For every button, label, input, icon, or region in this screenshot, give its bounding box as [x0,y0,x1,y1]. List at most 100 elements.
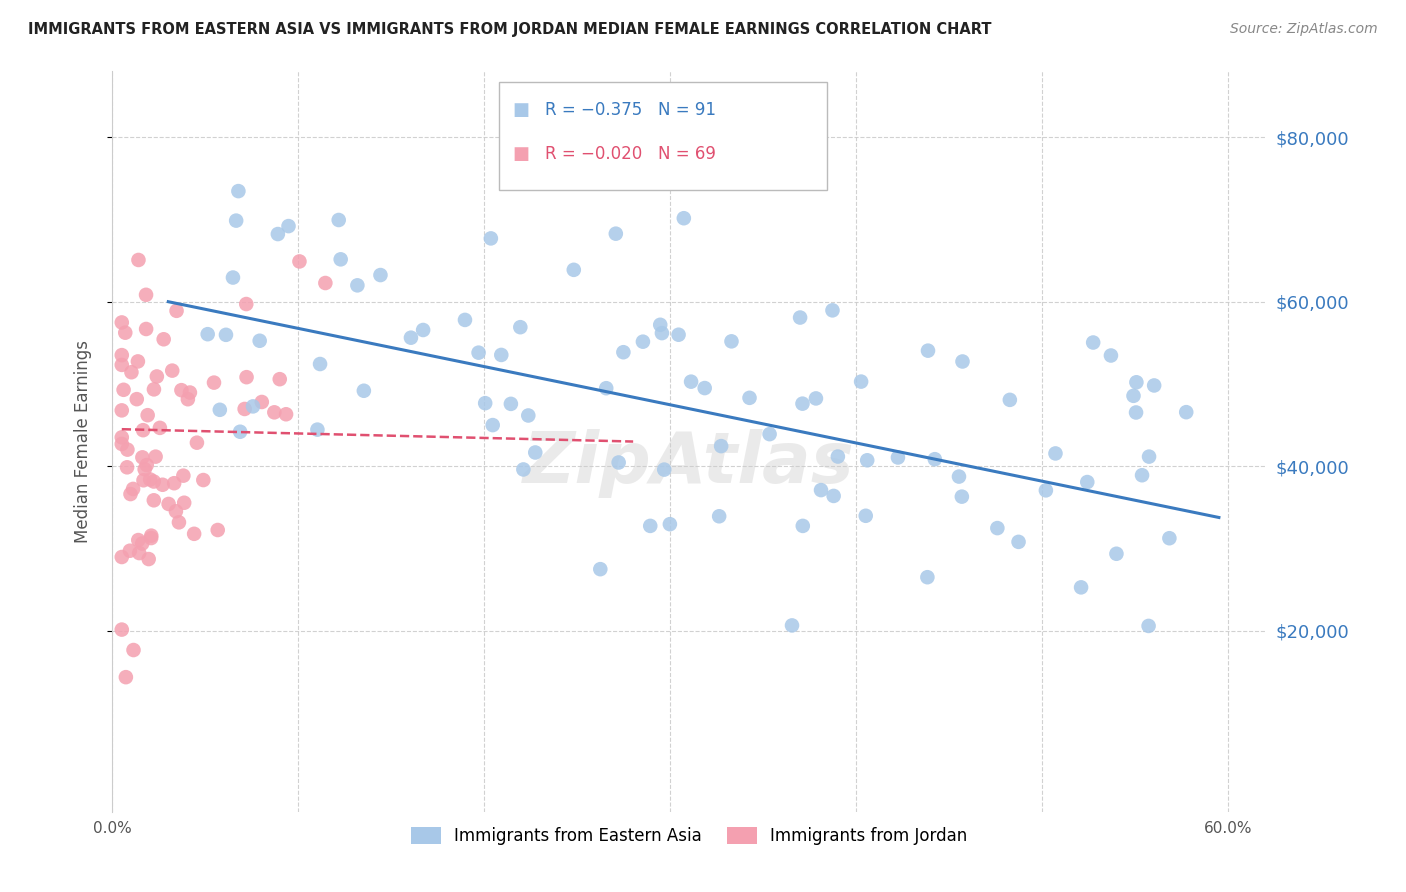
Point [346,278,368,293]
Point [277,219,299,233]
Point [114,326,136,340]
Point [157,497,180,511]
Point [149,421,172,435]
Point [269,372,291,386]
Point [370,268,392,282]
Point [142,493,165,508]
Point [589,562,612,576]
Point [1137,450,1160,464]
Point [115,460,138,475]
Point [222,270,245,285]
Point [111,549,134,564]
Point [804,392,827,406]
Point [127,533,149,547]
Point [128,546,150,560]
Point [986,521,1008,535]
Point [235,297,257,311]
Point [1137,619,1160,633]
Point [652,462,675,476]
Point [111,348,134,362]
Point [612,345,634,359]
Point [998,392,1021,407]
Point [288,254,311,268]
Point [152,332,174,346]
Point [1083,335,1105,350]
Text: R = −0.375   N = 91: R = −0.375 N = 91 [546,101,716,119]
Point [710,439,733,453]
Point [474,396,496,410]
Point [122,482,145,496]
Point [792,397,814,411]
Point [309,357,332,371]
Point [810,483,832,497]
Point [307,423,329,437]
Point [249,334,271,348]
Point [1175,405,1198,419]
Point [134,462,156,476]
Point [633,113,655,128]
Point [605,227,627,241]
Point [146,369,169,384]
Point [179,385,201,400]
Point [173,496,195,510]
Point [948,469,970,483]
Point [329,252,352,267]
Point [1007,534,1029,549]
Point [111,358,134,372]
Point [120,365,142,379]
Point [111,623,134,637]
Point [125,392,148,406]
Point [855,508,877,523]
Point [758,427,780,442]
Point [412,323,434,337]
Point [186,435,208,450]
Text: ■: ■ [513,101,530,119]
Point [849,375,872,389]
Point [693,381,716,395]
Point [499,397,522,411]
Point [917,343,939,358]
FancyBboxPatch shape [499,82,827,190]
Point [142,475,165,489]
Point [193,473,215,487]
Point [792,519,814,533]
Point [789,310,811,325]
Point [142,383,165,397]
Point [111,437,134,451]
Point [631,334,654,349]
Point [229,425,252,439]
Point [111,403,134,417]
Point [135,322,157,336]
Point [136,408,159,422]
Point [242,400,264,414]
Point [177,392,200,407]
Point [235,370,257,384]
Y-axis label: Median Female Earnings: Median Female Earnings [73,340,91,543]
Point [117,442,139,457]
Point [165,504,187,518]
Point [821,303,844,318]
Point [145,450,167,464]
Point [1159,531,1181,545]
Point [607,455,630,469]
Point [166,303,188,318]
Point [1125,376,1147,390]
Point [120,487,142,501]
Point [132,473,155,487]
Point [163,476,186,491]
Point [517,409,540,423]
Point [658,517,681,532]
Point [707,509,730,524]
Point [479,231,502,245]
Point [111,315,134,329]
Point [274,407,297,421]
Point [491,348,513,362]
Point [1099,349,1122,363]
Point [197,327,219,342]
Point [131,450,153,465]
Point [202,376,225,390]
Point [215,327,238,342]
Point [141,528,163,542]
Point [681,375,703,389]
Point [172,468,194,483]
